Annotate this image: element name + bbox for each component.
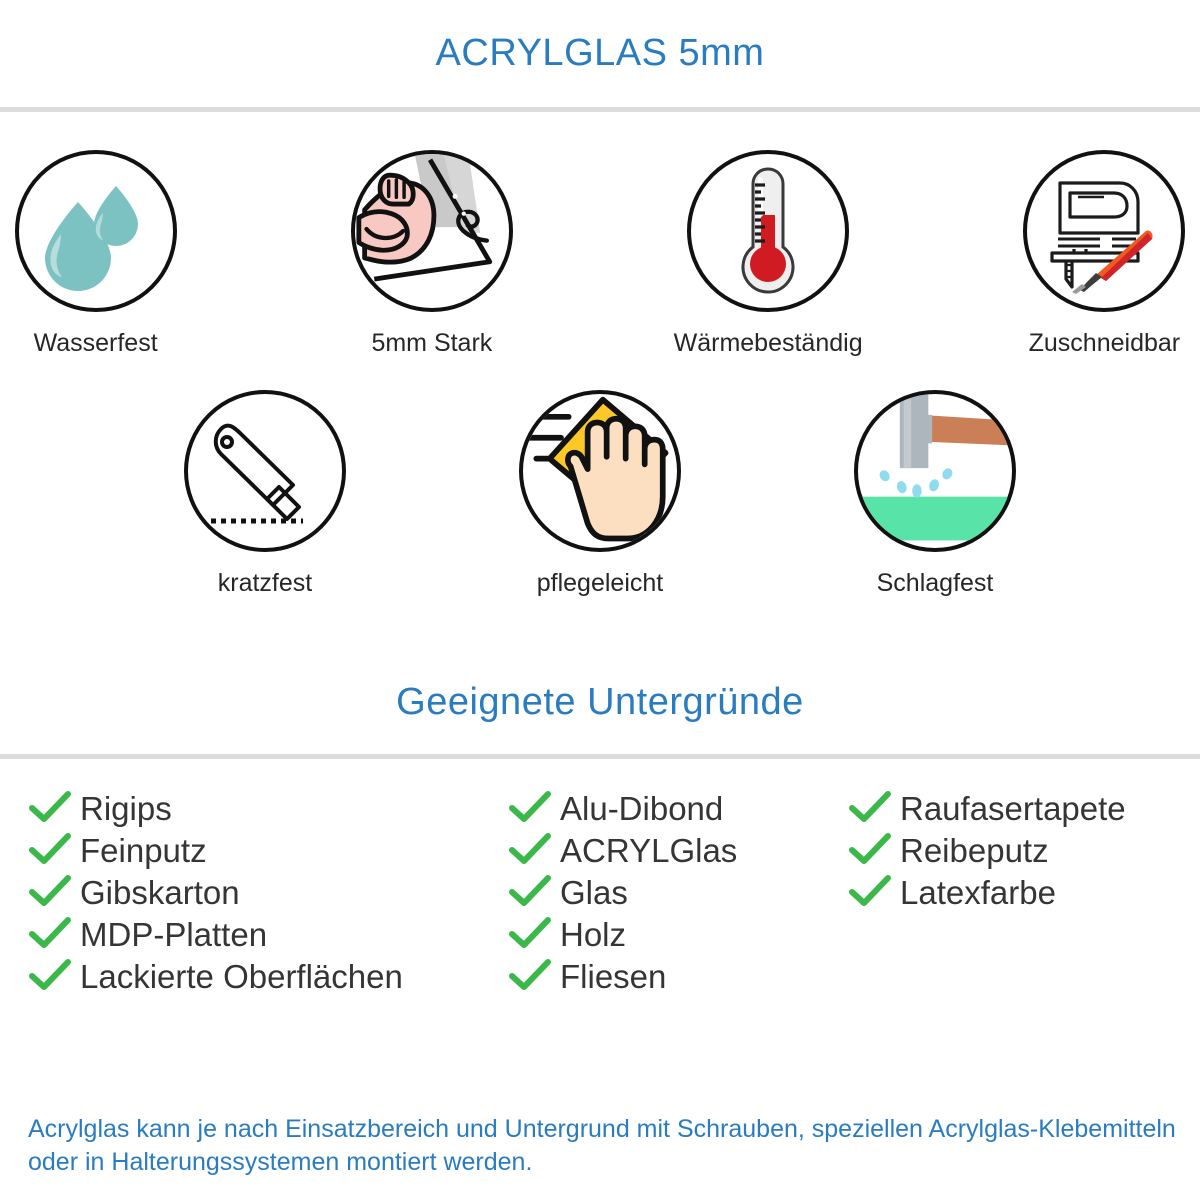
check-icon	[849, 791, 891, 822]
list-item-label: Reibeputz	[900, 831, 1049, 869]
mounting-note: Acrylglas kann je nach Einsatzbereich un…	[28, 1115, 1176, 1176]
water-drops-icon	[14, 150, 177, 312]
substrates-checklist: Rigips Feinputz Gibskarton MDP-Platten L…	[0, 787, 1200, 997]
feature-wasserfest[interactable]: Wasserfest	[0, 150, 191, 358]
check-icon	[29, 833, 71, 864]
feature-row-first: Wasserfest 5mm Sta	[0, 150, 1200, 358]
divider-middle	[0, 754, 1200, 759]
feature-label: Wärmebeständig	[673, 329, 863, 357]
feature-5mm-stark[interactable]: 5mm Stark	[336, 150, 527, 358]
check-icon	[509, 917, 551, 948]
thermometer-icon	[687, 150, 850, 312]
feature-waermebestaendig[interactable]: Wärmebeständig	[673, 150, 864, 358]
list-item: Gibskarton	[28, 871, 508, 913]
feature-kratzfest[interactable]: kratzfest	[165, 389, 365, 598]
list-item: Rigips	[28, 787, 508, 829]
divider-top	[0, 107, 1200, 112]
list-item-label: Fliesen	[560, 957, 667, 995]
utility-knife-icon	[184, 389, 346, 552]
substrates-title: Geeignete Untergründe	[396, 681, 804, 723]
hand-cloth-icon	[519, 389, 681, 552]
feature-label: Wasserfest	[33, 329, 158, 357]
list-item: Holz	[508, 913, 848, 955]
list-item: Raufasertapete	[848, 787, 1188, 829]
feature-schlagfest[interactable]: Schlagfest	[835, 389, 1035, 598]
list-item: Latexfarbe	[848, 871, 1188, 913]
list-item-label: MDP-Platten	[80, 915, 268, 953]
list-item-label: Glas	[560, 873, 628, 911]
feature-label: Zuschneidbar	[1028, 329, 1181, 357]
list-item: Glas	[508, 871, 848, 913]
check-icon	[29, 875, 71, 906]
check-icon	[29, 917, 71, 948]
checklist-column: Rigips Feinputz Gibskarton MDP-Platten L…	[28, 787, 508, 997]
feature-row-second: kratzfest pflegeleicht	[0, 389, 1200, 598]
check-icon	[849, 875, 891, 906]
list-item: Lackierte Oberflächen	[28, 955, 508, 997]
list-item: Reibeputz	[848, 829, 1188, 871]
list-item-label: Lackierte Oberflächen	[80, 957, 403, 995]
check-icon	[29, 791, 71, 822]
hammer-impact-icon	[854, 389, 1016, 552]
strong-arm-icon	[350, 150, 513, 312]
page-title: ACRYLGLAS 5mm	[435, 32, 765, 74]
list-item-label: Rigips	[80, 789, 172, 827]
list-item: Fliesen	[508, 955, 848, 997]
check-icon	[509, 833, 551, 864]
check-icon	[29, 959, 71, 990]
list-item-label: Holz	[560, 915, 627, 953]
feature-pflegeleicht[interactable]: pflegeleicht	[500, 389, 700, 598]
list-item-label: ACRYLGlas	[560, 831, 738, 869]
list-item-label: Alu-Dibond	[560, 789, 724, 827]
list-item-label: Raufasertapete	[900, 789, 1126, 827]
feature-label: kratzfest	[217, 568, 313, 597]
check-icon	[849, 833, 891, 864]
feature-zuschneidbar[interactable]: Zuschneidbar	[1009, 150, 1200, 358]
checklist-column: Raufasertapete Reibeputz Latexfarbe	[848, 787, 1188, 997]
feature-label: 5mm Stark	[371, 329, 493, 357]
check-icon	[509, 959, 551, 990]
list-item-label: Latexfarbe	[900, 873, 1056, 911]
list-item-label: Feinputz	[80, 831, 207, 869]
list-item: Feinputz	[28, 829, 508, 871]
jigsaw-cutter-icon	[1023, 150, 1186, 312]
list-item: MDP-Platten	[28, 913, 508, 955]
checklist-column: Alu-Dibond ACRYLGlas Glas Holz Fliesen	[508, 787, 848, 997]
check-icon	[509, 791, 551, 822]
list-item: Alu-Dibond	[508, 787, 848, 829]
list-item: ACRYLGlas	[508, 829, 848, 871]
check-icon	[509, 875, 551, 906]
feature-label: pflegeleicht	[536, 568, 664, 597]
feature-label: Schlagfest	[876, 568, 994, 597]
list-item-label: Gibskarton	[80, 873, 240, 911]
